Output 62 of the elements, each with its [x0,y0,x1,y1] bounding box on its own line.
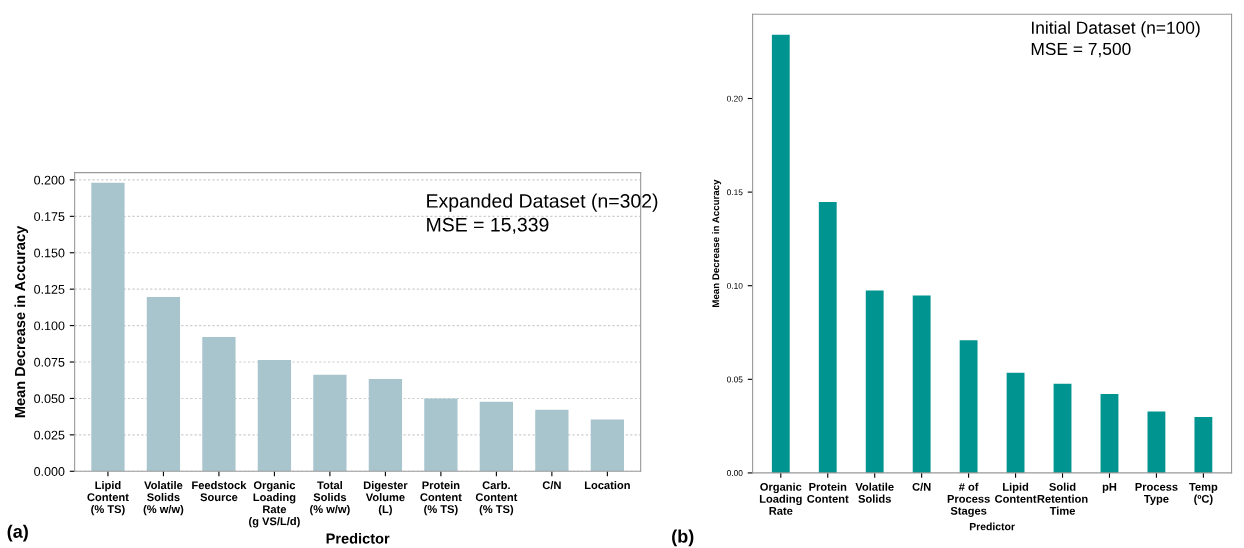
x-tick-label: Carb. Content (% TS) [475,481,518,516]
text: (b) [672,529,694,547]
y-tick-label: 0.175 [34,212,65,221]
bar [479,401,514,472]
bar [1147,411,1166,473]
bar [91,182,125,472]
y-tick-label: 0.025 [34,430,65,440]
y-tick-label: 0.050 [34,394,65,404]
y-tick-label: 0.200 [34,175,65,185]
bar [865,290,884,473]
x-tick-label: Solid Retention Time [1037,482,1088,515]
y-tick-label: 0.000 [34,467,65,476]
x-tick-label: Total Solids (% w/w) [310,481,350,516]
bar [590,419,625,472]
x-tick-label: Protein Content [807,482,849,503]
x-tick-label: Process Type [1135,483,1178,505]
y-tick-label: 0.10 [727,282,743,289]
bar [535,409,569,472]
bar [257,360,292,472]
x-tick-label: C/N [912,482,931,491]
bar [818,202,837,473]
x-tick-label: Digester Volume (L) [363,481,408,516]
y-tick-label: 0.075 [34,357,65,367]
bar [146,297,181,472]
x-tick-label: Location [584,481,630,490]
x-tick-label: Organic Loading Rate [759,482,802,515]
bar [313,374,347,472]
x-tick-label: pH [1102,483,1117,493]
x-tick-label: Protein Content (% TS) [420,481,462,516]
x-tick-label: C/N [542,481,561,490]
text: (a) [7,524,28,542]
bar [1194,416,1213,473]
bar [1006,372,1025,473]
y-tick-label: 0.15 [727,189,743,196]
annotation: Expanded Dataset (n=302) MSE = 15,339 [427,193,658,234]
y-tick-label: 0.150 [34,248,65,258]
y-tick-label: 0.100 [34,321,65,331]
x-axis-title: Predictor [326,532,390,544]
annotation: Initial Dataset (n=100) MSE = 7,500 [1031,21,1200,58]
y-axis-title: Mean Decrease in Accuracy [14,225,29,418]
y-tick-label: 0.20 [727,95,743,102]
x-axis-title: Predictor [969,522,1015,531]
y-tick-label: 0.00 [727,470,743,477]
x-tick-label: Volatile Solids [855,482,894,503]
x-tick-label: Feedstock Source [192,481,247,502]
x-tick-label: Lipid Content [995,482,1037,503]
x-tick-label: # of Process Stages [947,482,990,517]
bar [1100,393,1119,473]
y-axis-title: Mean Decrease in Accuracy [712,179,722,308]
bar [424,398,458,472]
bar [202,336,236,472]
y-tick-label: 0.05 [727,376,743,383]
bar [912,295,931,473]
y-tick-label: 0.125 [34,284,65,294]
x-tick-label: Organic Loading Rate (g VS/L/d) [249,481,300,528]
bar [959,340,978,473]
bar [771,34,790,473]
x-tick-label: Volatile Solids (% w/w) [143,481,184,516]
bar [368,378,403,472]
bar [1053,383,1072,473]
x-tick-label: Lipid Content (% TS) [87,481,129,516]
x-tick-label: Temp (ºC) [1189,483,1218,505]
